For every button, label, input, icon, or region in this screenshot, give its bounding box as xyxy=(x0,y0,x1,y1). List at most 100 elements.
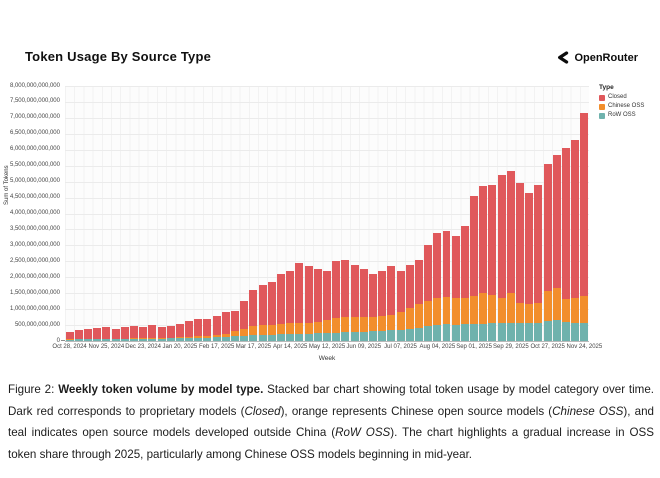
bar-segment-chinese-oss xyxy=(525,304,534,324)
stacked-bar-dec-30-2024[interactable] xyxy=(148,86,157,341)
stacked-bar-oct-20-2025[interactable] xyxy=(534,86,543,341)
stacked-bar-jun-30-2025[interactable] xyxy=(387,86,396,341)
bar-segment-chinese-oss xyxy=(139,338,148,339)
stacked-bar-nov-18-2024[interactable] xyxy=(93,86,102,341)
bar-segment-row-oss xyxy=(341,332,350,341)
bar-segment-closed xyxy=(240,301,249,330)
stacked-bar-aug-18-2025[interactable] xyxy=(451,86,460,341)
stacked-bar-jan-06-2025[interactable] xyxy=(157,86,166,341)
stacked-bar-dec-02-2024[interactable] xyxy=(111,86,120,341)
stacked-bar-nov-25-2024[interactable] xyxy=(102,86,111,341)
stacked-bar-jun-23-2025[interactable] xyxy=(378,86,387,341)
bar-segment-chinese-oss xyxy=(166,337,175,339)
openrouter-logo[interactable]: OpenRouter xyxy=(556,51,638,64)
stacked-bar-oct-13-2025[interactable] xyxy=(525,86,534,341)
y-axis-tick-label: 7,000,000,000,000 xyxy=(9,114,60,121)
bar-segment-closed xyxy=(332,261,341,319)
stacked-bar-jul-14-2025[interactable] xyxy=(405,86,414,341)
bar-segment-closed xyxy=(460,226,469,299)
stacked-bar-may-05-2025[interactable] xyxy=(313,86,322,341)
stacked-bar-aug-04-2025[interactable] xyxy=(433,86,442,341)
stacked-bar-sep-29-2025[interactable] xyxy=(506,86,515,341)
x-axis-tick-label: Sep 01, 2025 xyxy=(456,344,492,350)
legend-item-closed[interactable]: Closed xyxy=(599,94,655,101)
stacked-bar-mar-31-2025[interactable] xyxy=(267,86,276,341)
stacked-bar-mar-17-2025[interactable] xyxy=(249,86,258,341)
bar-segment-row-oss xyxy=(157,338,166,341)
bar-segment-chinese-oss xyxy=(129,338,138,339)
gridline xyxy=(65,133,589,135)
bar-segment-chinese-oss xyxy=(506,292,515,323)
stacked-bar-sep-15-2025[interactable] xyxy=(488,86,497,341)
stacked-bar-nov-10-2025[interactable] xyxy=(562,86,570,341)
stacked-bar-dec-23-2024[interactable] xyxy=(139,86,148,341)
y-axis-tick-label: 0 xyxy=(56,337,60,344)
bar-segment-closed xyxy=(368,274,377,318)
bar-segment-row-oss xyxy=(295,333,304,341)
stacked-bar-feb-03-2025[interactable] xyxy=(194,86,203,341)
bar-segment-closed xyxy=(350,264,359,317)
bar-segment-closed xyxy=(258,285,267,326)
stacked-bar-feb-17-2025[interactable] xyxy=(212,86,221,341)
bar-segment-row-oss xyxy=(83,339,92,341)
stacked-bar-jan-13-2025[interactable] xyxy=(166,86,175,341)
stacked-bar-mar-03-2025[interactable] xyxy=(231,86,240,341)
legend-swatch xyxy=(599,104,605,110)
bar-segment-row-oss xyxy=(74,339,83,341)
stacked-bar-may-26-2025[interactable] xyxy=(341,86,350,341)
bar-segment-row-oss xyxy=(460,324,469,341)
stacked-bar-may-12-2025[interactable] xyxy=(323,86,331,341)
bar-segment-row-oss xyxy=(93,339,102,341)
stacked-bar-feb-10-2025[interactable] xyxy=(203,86,212,341)
stacked-bar-nov-24-2025[interactable] xyxy=(580,86,589,341)
stacked-bar-jun-02-2025[interactable] xyxy=(350,86,359,341)
stacked-bar-jun-09-2025[interactable] xyxy=(359,86,368,341)
stacked-bar-mar-24-2025[interactable] xyxy=(258,86,267,341)
bar-segment-row-oss xyxy=(414,327,423,341)
legend-item-chinese-oss[interactable]: Chinese OSS xyxy=(599,103,655,110)
stacked-bar-nov-11-2024[interactable] xyxy=(83,86,92,341)
stacked-bar-apr-14-2025[interactable] xyxy=(286,86,295,341)
bar-segment-row-oss xyxy=(120,339,129,341)
bar-segment-closed xyxy=(175,323,184,338)
bar-segment-row-oss xyxy=(277,334,286,341)
stacked-bar-may-19-2025[interactable] xyxy=(332,86,341,341)
stacked-bar-oct-06-2025[interactable] xyxy=(516,86,525,341)
bar-segment-row-oss xyxy=(129,338,138,341)
stacked-bar-feb-24-2025[interactable] xyxy=(221,86,230,341)
bar-segment-row-oss xyxy=(405,328,414,341)
stacked-bar-jan-27-2025[interactable] xyxy=(185,86,194,341)
gridline xyxy=(65,213,589,215)
bar-segment-row-oss xyxy=(497,323,506,341)
bar-segment-row-oss xyxy=(571,322,580,341)
gridline xyxy=(65,165,589,167)
bar-segment-row-oss xyxy=(240,335,249,341)
stacked-bar-mar-10-2025[interactable] xyxy=(240,86,249,341)
stacked-bar-sep-08-2025[interactable] xyxy=(479,86,488,341)
stacked-bar-apr-28-2025[interactable] xyxy=(304,86,313,341)
bar-segment-row-oss xyxy=(359,331,368,341)
stacked-bar-nov-04-2024[interactable] xyxy=(74,86,83,341)
bar-segment-closed xyxy=(543,164,552,291)
bar-segment-row-oss xyxy=(552,320,561,341)
stacked-bar-sep-01-2025[interactable] xyxy=(470,86,479,341)
stacked-bar-jan-20-2025[interactable] xyxy=(175,86,184,341)
stacked-bar-oct-27-2025[interactable] xyxy=(543,86,552,341)
stacked-bar-jul-07-2025[interactable] xyxy=(396,86,405,341)
stacked-bar-dec-09-2024[interactable] xyxy=(120,86,129,341)
stacked-bar-jul-21-2025[interactable] xyxy=(414,86,423,341)
stacked-bar-dec-16-2024[interactable] xyxy=(129,86,138,341)
stacked-bar-nov-03-2025[interactable] xyxy=(552,86,561,341)
stacked-bar-jun-16-2025[interactable] xyxy=(368,86,377,341)
stacked-bar-jul-28-2025[interactable] xyxy=(424,86,433,341)
stacked-bar-apr-21-2025[interactable] xyxy=(295,86,304,341)
x-axis-tick-label: Jan 20, 2025 xyxy=(162,344,198,350)
stacked-bar-sep-22-2025[interactable] xyxy=(497,86,506,341)
stacked-bar-aug-25-2025[interactable] xyxy=(460,86,469,341)
stacked-bar-apr-07-2025[interactable] xyxy=(277,86,286,341)
stacked-bar-nov-17-2025[interactable] xyxy=(571,86,580,341)
stacked-bar-aug-11-2025[interactable] xyxy=(442,86,451,341)
bar-segment-row-oss xyxy=(304,333,313,341)
stacked-bar-oct-28-2024[interactable] xyxy=(65,86,74,341)
legend-item-row-oss[interactable]: RoW OSS xyxy=(599,112,655,119)
